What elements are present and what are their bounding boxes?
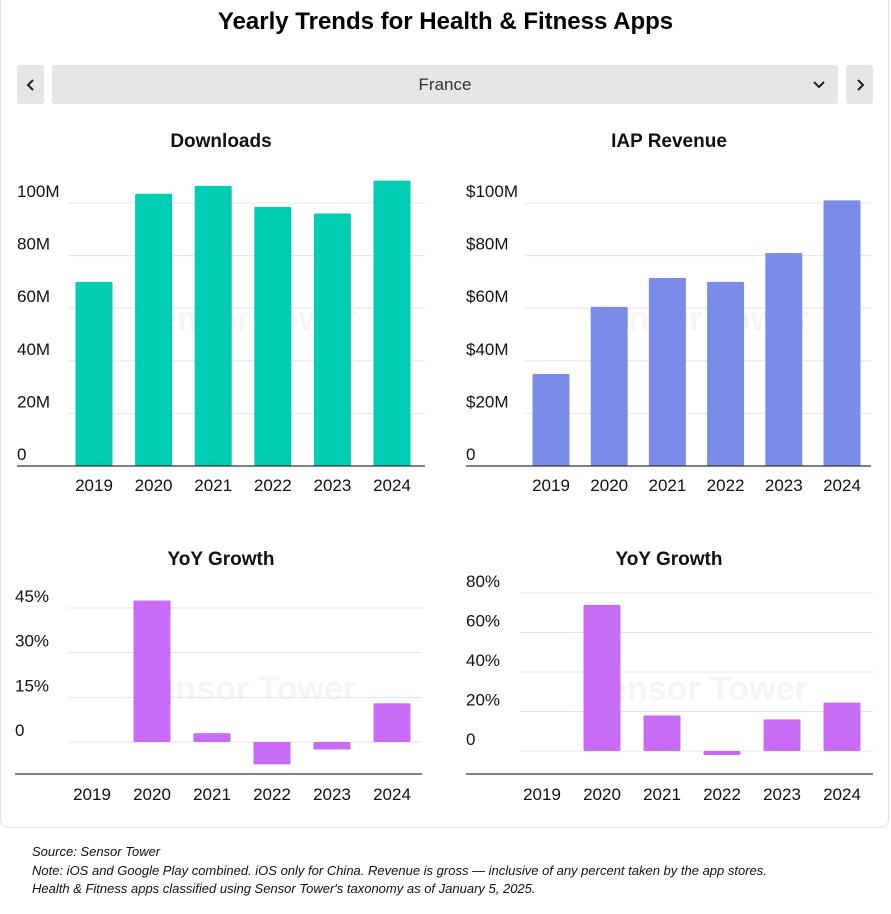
iap-revenue-x-tick-label: 2024 [823, 476, 861, 495]
revenue-growth-bar-2020 [583, 604, 621, 751]
revenue-growth-bar-2021 [643, 715, 681, 751]
downloads-growth-x-tick-label: 2022 [253, 785, 291, 804]
downloads-x-tick-label: 2021 [194, 476, 232, 495]
downloads-growth-x-tick-label: 2021 [193, 785, 231, 804]
revenue-growth-chart: Sensor TowerYoY Growth020%40%60%80%20192… [445, 538, 891, 818]
downloads-x-tick-label: 2020 [135, 476, 173, 495]
downloads-x-tick-label: 2022 [254, 476, 292, 495]
revenue-growth-x-tick-label: 2021 [643, 785, 681, 804]
iap-revenue-bar-2022 [707, 281, 745, 466]
revenue-growth-x-tick-label: 2022 [703, 785, 741, 804]
revenue-growth-bar-2022 [703, 751, 741, 755]
downloads-y-tick-label: 20M [17, 392, 50, 411]
downloads-growth-y-tick-label: 0 [15, 721, 24, 740]
downloads-y-tick-label: 0 [17, 445, 26, 464]
iap-revenue-y-tick-label: $100M [466, 182, 518, 201]
revenue-growth-bar-2023 [763, 719, 801, 751]
previous-country-button[interactable] [17, 65, 44, 104]
revenue-growth-y-tick-label: 40% [466, 651, 500, 670]
iap-revenue-y-tick-label: $60M [466, 287, 509, 306]
chevron-down-icon [813, 81, 825, 89]
downloads-growth-chart: Sensor TowerYoY Growth015%30%45%20192020… [0, 538, 445, 818]
downloads-growth-y-tick-label: 15% [15, 676, 49, 695]
downloads-y-tick-label: 60M [17, 287, 50, 306]
downloads-bar-2020 [135, 193, 173, 467]
country-dropdown[interactable]: France [52, 65, 838, 104]
downloads-growth-bar-2020 [133, 600, 171, 742]
revenue-growth-y-tick-label: 0 [466, 730, 475, 749]
iap-revenue-bar-2024 [823, 200, 861, 466]
next-country-button[interactable] [846, 65, 873, 104]
chevron-right-icon [856, 78, 864, 91]
downloads-bar-2023 [313, 213, 351, 466]
iap-revenue-x-tick-label: 2020 [590, 476, 628, 495]
revenue-growth-y-tick-label: 20% [466, 691, 500, 710]
footer-notes: Source: Sensor Tower Note: iOS and Googl… [32, 843, 767, 899]
revenue-growth-y-tick-label: 60% [466, 612, 500, 631]
footer-taxonomy: Health & Fitness apps classified using S… [32, 881, 536, 896]
revenue-growth-x-tick-label: 2023 [763, 785, 801, 804]
revenue-growth-bar-2024 [823, 702, 861, 751]
iap-revenue-x-tick-label: 2023 [765, 476, 803, 495]
iap-revenue-title: IAP Revenue [611, 131, 727, 152]
downloads-growth-x-tick-label: 2020 [133, 785, 171, 804]
country-dropdown-value: France [418, 74, 472, 94]
iap-revenue-y-tick-label: $20M [466, 392, 509, 411]
downloads-x-tick-label: 2024 [373, 476, 411, 495]
downloads-bar-2021 [194, 185, 232, 466]
iap-revenue-x-tick-label: 2021 [648, 476, 686, 495]
downloads-bar-2024 [373, 180, 411, 466]
footer-source: Source: Sensor Tower [32, 844, 161, 859]
downloads-growth-x-tick-label: 2023 [313, 785, 351, 804]
downloads-growth-x-tick-label: 2024 [373, 785, 411, 804]
revenue-growth-x-tick-label: 2019 [523, 785, 561, 804]
iap-revenue-bar-2023 [765, 252, 803, 466]
iap-revenue-chart: Sensor TowerIAP Revenue0$20M$40M$60M$80M… [445, 120, 891, 510]
revenue-growth-title: YoY Growth [616, 549, 723, 570]
page-title: Yearly Trends for Health & Fitness Apps [217, 8, 674, 35]
downloads-growth-bar-2024 [373, 703, 411, 742]
downloads-chart-svg: Sensor TowerDownloads020M40M60M80M100M20… [17, 131, 425, 495]
downloads-growth-chart-svg: Sensor TowerYoY Growth015%30%45%20192020… [15, 549, 422, 804]
iap-revenue-bar-2021 [648, 277, 686, 466]
downloads-x-tick-label: 2023 [313, 476, 351, 495]
iap-revenue-bar-2019 [532, 373, 570, 466]
iap-revenue-y-tick-label: 0 [466, 445, 475, 464]
downloads-chart: Sensor TowerDownloads020M40M60M80M100M20… [0, 120, 445, 510]
chevron-left-icon [26, 78, 34, 91]
revenue-growth-chart-svg: Sensor TowerYoY Growth020%40%60%80%20192… [466, 549, 873, 804]
downloads-x-tick-label: 2019 [75, 476, 113, 495]
iap-revenue-chart-svg: Sensor TowerIAP Revenue0$20M$40M$60M$80M… [466, 131, 871, 495]
downloads-growth-x-tick-label: 2019 [73, 785, 111, 804]
iap-revenue-x-tick-label: 2022 [707, 476, 745, 495]
downloads-y-tick-label: 40M [17, 340, 50, 359]
revenue-growth-x-tick-label: 2020 [583, 785, 621, 804]
iap-revenue-y-tick-label: $80M [466, 235, 509, 254]
downloads-growth-bar-2023 [313, 742, 351, 750]
iap-revenue-x-tick-label: 2019 [532, 476, 570, 495]
downloads-y-tick-label: 100M [17, 182, 60, 201]
country-selector: France [17, 65, 873, 104]
iap-revenue-y-tick-label: $40M [466, 340, 509, 359]
downloads-growth-title: YoY Growth [168, 549, 275, 570]
downloads-title: Downloads [170, 131, 271, 152]
iap-revenue-bar-2020 [590, 306, 628, 466]
revenue-growth-x-tick-label: 2024 [823, 785, 861, 804]
downloads-growth-bar-2021 [193, 733, 231, 742]
downloads-y-tick-label: 80M [17, 235, 50, 254]
downloads-bar-2022 [254, 206, 292, 466]
revenue-growth-y-tick-label: 80% [466, 572, 500, 591]
downloads-bar-2019 [75, 281, 113, 466]
downloads-growth-bar-2022 [253, 742, 291, 765]
downloads-growth-y-tick-label: 45% [15, 587, 49, 606]
downloads-growth-y-tick-label: 30% [15, 632, 49, 651]
footer-note: Note: iOS and Google Play combined. iOS … [32, 862, 767, 878]
